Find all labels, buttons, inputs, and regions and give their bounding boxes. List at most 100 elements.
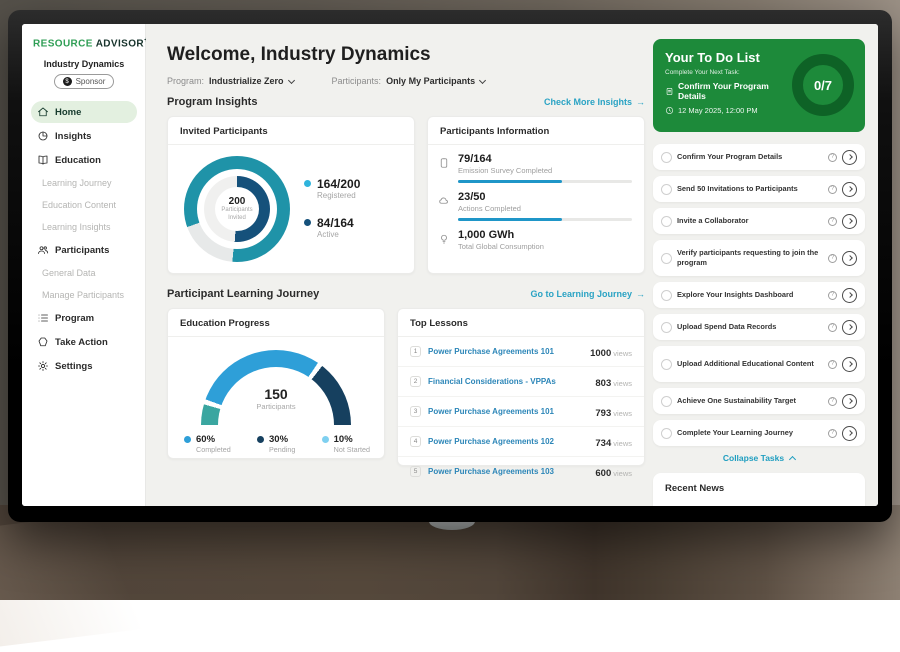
task-item[interactable]: Upload Additional Educational Content ? bbox=[653, 346, 865, 382]
chevron-right-icon bbox=[847, 361, 853, 367]
sidebar-item-participants[interactable]: Participants bbox=[31, 239, 137, 261]
help-icon[interactable]: ? bbox=[828, 291, 837, 300]
sidebar-item-program[interactable]: Program bbox=[31, 307, 137, 329]
document-icon bbox=[665, 87, 674, 96]
task-go-button[interactable] bbox=[842, 357, 857, 372]
sidebar-item-label: Education bbox=[55, 155, 101, 166]
stat-value: 79/164 bbox=[458, 153, 632, 165]
checkbox-icon[interactable] bbox=[661, 184, 672, 195]
sidebar-item-insights[interactable]: Insights bbox=[31, 125, 137, 147]
stat-value: 23/50 bbox=[458, 191, 632, 203]
checkbox-icon[interactable] bbox=[661, 359, 672, 370]
views-suffix: views bbox=[613, 379, 632, 388]
checkbox-icon[interactable] bbox=[661, 152, 672, 163]
rank-badge: 2 bbox=[410, 376, 421, 387]
rank-badge: 4 bbox=[410, 436, 421, 447]
main-content: Welcome, Industry Dynamics Program: Indu… bbox=[146, 24, 649, 506]
sidebar-item-label: Insights bbox=[55, 131, 91, 142]
lesson-link[interactable]: Power Purchase Agreements 101 bbox=[428, 347, 583, 356]
task-go-button[interactable] bbox=[842, 426, 857, 441]
chevron-up-icon bbox=[789, 455, 796, 462]
sidebar-item-home[interactable]: Home bbox=[31, 101, 137, 123]
help-icon[interactable]: ? bbox=[828, 217, 837, 226]
checkbox-icon[interactable] bbox=[661, 322, 672, 333]
sidebar-item-education-content[interactable]: Education Content bbox=[31, 195, 137, 215]
progress-track bbox=[458, 218, 632, 221]
task-go-button[interactable] bbox=[842, 150, 857, 165]
task-go-button[interactable] bbox=[842, 182, 857, 197]
stat-emission-survey: 79/164 Emission Survey Completed bbox=[428, 145, 644, 183]
journey-cards-row: Education Progress 150 Participants 60% … bbox=[167, 308, 645, 466]
checkbox-icon[interactable] bbox=[661, 428, 672, 439]
legend-item-pending: 30% Pending bbox=[257, 434, 295, 454]
go-to-learning-journey-link[interactable]: Go to Learning Journey → bbox=[530, 289, 645, 299]
task-go-button[interactable] bbox=[842, 320, 857, 335]
checkbox-icon[interactable] bbox=[661, 396, 672, 407]
education-gauge-chart: 150 Participants bbox=[201, 350, 351, 425]
participants-dropdown[interactable]: Participants: Only My Participants bbox=[332, 76, 486, 86]
help-icon[interactable]: ? bbox=[828, 429, 837, 438]
task-item[interactable]: Send 50 Invitations to Participants ? bbox=[653, 176, 865, 202]
program-dropdown[interactable]: Program: Industrialize Zero bbox=[167, 76, 294, 86]
collapse-tasks-link[interactable]: Collapse Tasks bbox=[653, 453, 865, 463]
task-item[interactable]: Confirm Your Program Details ? bbox=[653, 144, 865, 170]
lesson-link[interactable]: Power Purchase Agreements 101 bbox=[428, 407, 588, 416]
participants-information-card: Participants Information 79/164 Emission… bbox=[427, 116, 645, 274]
pending-dot-icon bbox=[257, 436, 264, 443]
progress-fill bbox=[458, 218, 562, 221]
task-item[interactable]: Upload Spend Data Records ? bbox=[653, 314, 865, 340]
learning-journey-header: Participant Learning Journey Go to Learn… bbox=[167, 288, 645, 300]
task-go-button[interactable] bbox=[842, 214, 857, 229]
section-title: Program Insights bbox=[167, 96, 257, 108]
arrow-right-icon: → bbox=[636, 289, 645, 299]
views-count: 1000 bbox=[590, 348, 611, 359]
lesson-link[interactable]: Power Purchase Agreements 102 bbox=[428, 437, 588, 446]
stat-label: Emission Survey Completed bbox=[458, 166, 632, 175]
sidebar-item-learning-journey[interactable]: Learning Journey bbox=[31, 173, 137, 193]
lesson-link[interactable]: Financial Considerations - VPPAs bbox=[428, 377, 588, 386]
sidebar-item-education[interactable]: Education bbox=[31, 149, 137, 171]
checkbox-icon[interactable] bbox=[661, 216, 672, 227]
help-icon[interactable]: ? bbox=[828, 323, 837, 332]
task-go-button[interactable] bbox=[842, 288, 857, 303]
sponsor-badge-icon: $ bbox=[63, 77, 72, 86]
sponsor-badge[interactable]: $ Sponsor bbox=[54, 74, 115, 89]
sidebar-item-learning-insights[interactable]: Learning Insights bbox=[31, 217, 137, 237]
sidebar-item-take-action[interactable]: Take Action bbox=[31, 331, 137, 353]
task-item[interactable]: Achieve One Sustainability Target ? bbox=[653, 388, 865, 414]
task-item[interactable]: Invite a Collaborator ? bbox=[653, 208, 865, 234]
views-count: 734 bbox=[595, 438, 611, 449]
sidebar-item-general-data[interactable]: General Data bbox=[31, 263, 137, 283]
card-title: Invited Participants bbox=[168, 117, 414, 145]
checkbox-icon[interactable] bbox=[661, 290, 672, 301]
task-go-button[interactable] bbox=[842, 251, 857, 266]
help-icon[interactable]: ? bbox=[828, 397, 837, 406]
stat-global-consumption: 1,000 GWh Total Global Consumption bbox=[428, 221, 644, 251]
gear-icon bbox=[37, 360, 49, 372]
help-icon[interactable]: ? bbox=[828, 185, 837, 194]
task-item[interactable]: Verify participants requesting to join t… bbox=[653, 240, 865, 276]
check-more-insights-link[interactable]: Check More Insights → bbox=[544, 97, 645, 107]
checkbox-icon[interactable] bbox=[661, 253, 672, 264]
sidebar: RESOURCE ADVISOR+ Industry Dynamics $ Sp… bbox=[22, 24, 146, 506]
sidebar-item-settings[interactable]: Settings bbox=[31, 355, 137, 377]
registered-dot-icon bbox=[304, 180, 311, 187]
task-go-button[interactable] bbox=[842, 394, 857, 409]
help-icon[interactable]: ? bbox=[828, 360, 837, 369]
logo-advisor: ADVISOR bbox=[96, 38, 144, 49]
resource-advisor-logo: RESOURCE ADVISOR+ bbox=[33, 37, 137, 49]
help-icon[interactable]: ? bbox=[828, 254, 837, 263]
todo-panel: Your To Do List Complete Your Next Task:… bbox=[649, 24, 878, 506]
gauge-label: Participants bbox=[201, 402, 351, 411]
task-item[interactable]: Explore Your Insights Dashboard ? bbox=[653, 282, 865, 308]
chevron-right-icon bbox=[847, 430, 853, 436]
program-value: Industrialize Zero bbox=[209, 76, 284, 86]
organization-name: Industry Dynamics bbox=[31, 59, 137, 69]
lesson-link[interactable]: Power Purchase Agreements 103 bbox=[428, 467, 588, 476]
task-item[interactable]: Complete Your Learning Journey ? bbox=[653, 420, 865, 446]
sidebar-item-manage-participants[interactable]: Manage Participants bbox=[31, 285, 137, 305]
help-icon[interactable]: ? bbox=[828, 153, 837, 162]
gauge-value: 150 bbox=[201, 386, 351, 402]
